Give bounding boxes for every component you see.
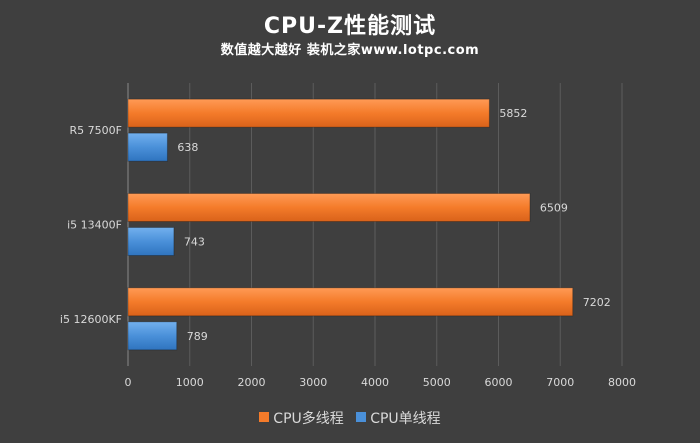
x-tick-label-7000: 7000	[546, 376, 574, 389]
x-tick-label-0: 0	[125, 376, 132, 389]
x-tick-label-3000: 3000	[299, 376, 327, 389]
bar-i5-13400f-series-0	[127, 193, 531, 222]
x-tick-label-6000: 6000	[485, 376, 513, 389]
legend-item-single: CPU单线程	[356, 408, 441, 428]
legend-swatch-single	[356, 412, 367, 422]
chart-subtitle: 数值越大越好 装机之家www.lotpc.com	[220, 43, 480, 58]
data-label-r5-7500f-series-1: 638	[177, 141, 198, 154]
y-category-label-i5-12600kf: i5 12600KF	[60, 313, 122, 326]
chart-title: CPU-Z性能测试	[263, 14, 437, 39]
bar-r5-7500f-series-0	[127, 98, 490, 128]
y-category-label-i5-13400f: i5 13400F	[67, 219, 122, 232]
data-label-i5-13400f-series-1: 743	[184, 236, 205, 249]
bar-r5-7500f-series-1	[127, 132, 168, 162]
x-tick-label-2000: 2000	[238, 376, 266, 389]
data-label-i5-13400f-series-0: 6509	[540, 202, 568, 215]
bar-i5-12600kf-series-1	[127, 321, 178, 351]
legend-swatch-multi	[259, 412, 270, 422]
legend-label-multi: CPU多线程	[273, 411, 344, 427]
chart-legend: CPU多线程 CPU单线程	[0, 408, 700, 428]
x-tick-label-1000: 1000	[176, 376, 204, 389]
legend-item-multi: CPU多线程	[259, 408, 344, 428]
y-category-label-r5-7500f: R5 7500F	[70, 124, 122, 137]
bar-i5-13400f-series-1	[127, 227, 175, 256]
data-label-i5-12600kf-series-1: 789	[187, 330, 208, 343]
data-label-i5-12600kf-series-0: 7202	[583, 296, 611, 309]
x-tick-label-5000: 5000	[423, 376, 451, 389]
x-tick-label-8000: 8000	[608, 376, 636, 389]
legend-label-single: CPU单线程	[370, 411, 441, 427]
data-label-r5-7500f-series-0: 5852	[499, 107, 527, 120]
bar-i5-12600kf-series-0	[127, 287, 574, 317]
x-tick-label-4000: 4000	[361, 376, 389, 389]
